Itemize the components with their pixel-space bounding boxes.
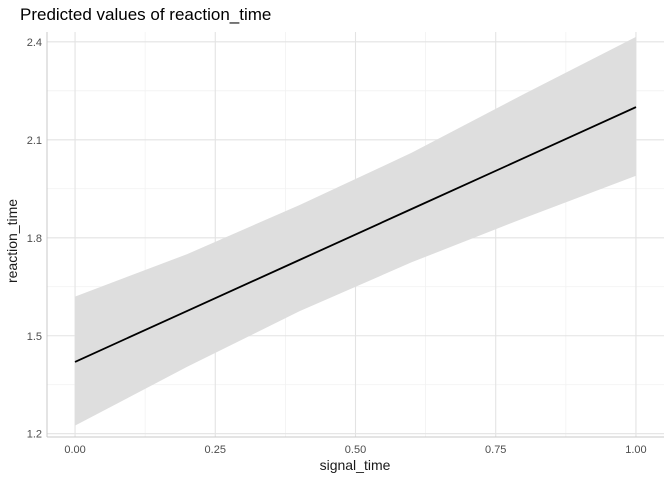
tick-labels: 0.00 0.25 0.50 0.75 1.00 1.2 1.5 1.8 2.1 2.4	[27, 37, 647, 456]
x-tick-label: 0.25	[205, 444, 226, 456]
x-tick-label: 0.50	[345, 444, 366, 456]
y-tick-label: 2.1	[27, 135, 42, 147]
y-tick-label: 2.4	[27, 37, 42, 49]
confidence-band	[75, 36, 636, 426]
x-axis-title: signal_time	[320, 457, 391, 473]
prediction-line	[74, 106, 637, 363]
x-tick-label: 0.75	[485, 444, 506, 456]
y-tick-label: 1.5	[27, 331, 42, 343]
x-tick-label: 1.00	[625, 444, 646, 456]
y-tick-label: 1.2	[27, 429, 42, 441]
x-tick-label: 0.00	[64, 444, 85, 456]
y-axis-title: reaction_time	[4, 199, 20, 283]
y-tick-label: 1.8	[27, 233, 42, 245]
chart-title: Predicted values of reaction_time	[20, 5, 271, 24]
axes	[46, 32, 664, 438]
